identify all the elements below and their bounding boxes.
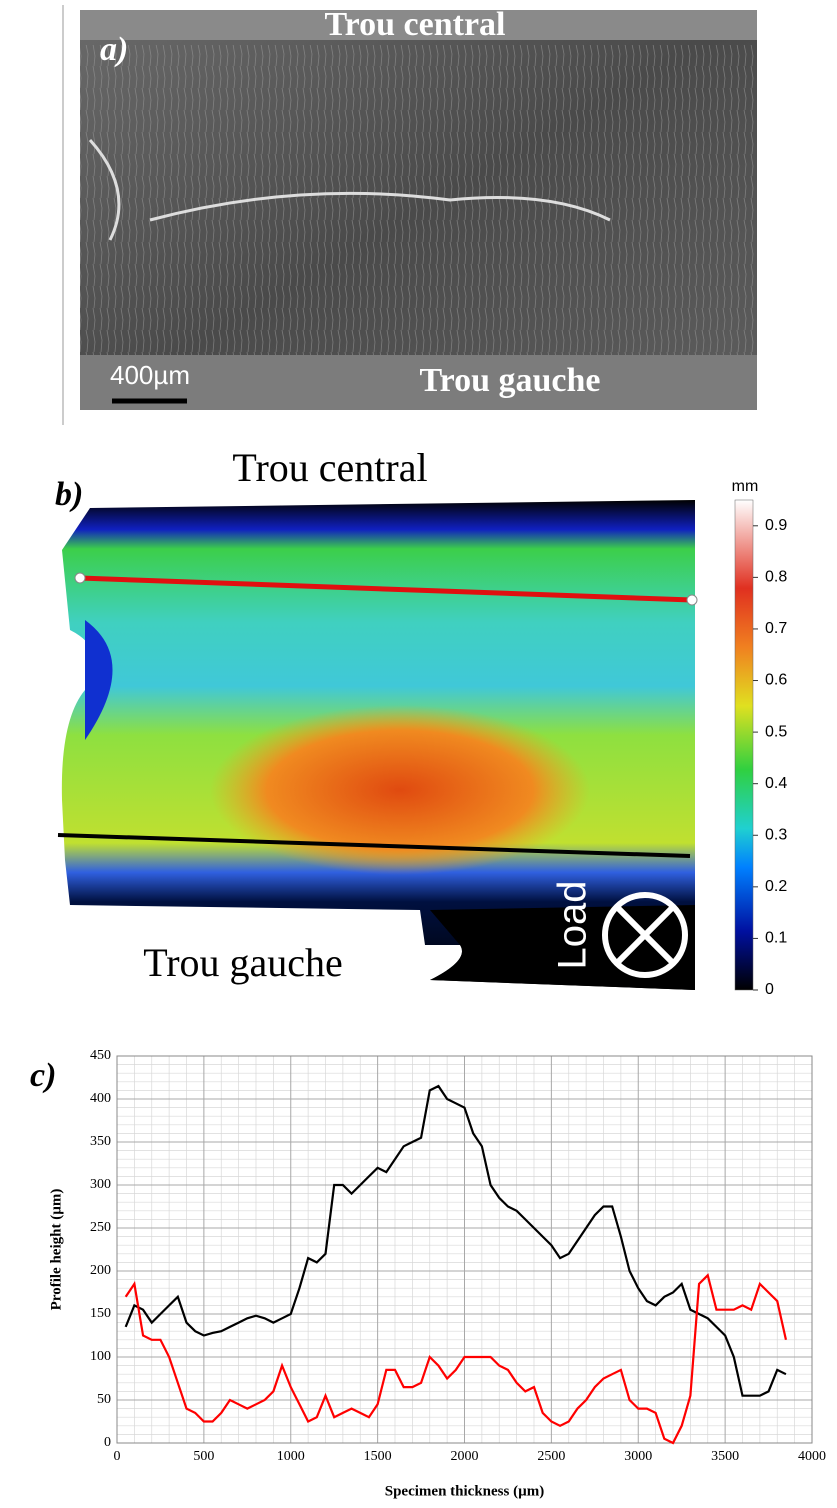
panel-label: b) [55, 476, 83, 513]
y-tick-label: 0 [104, 1435, 111, 1450]
x-tick-label: 0 [114, 1449, 121, 1464]
endpoint [686, 594, 698, 606]
x-tick-label: 2500 [537, 1449, 565, 1464]
hole-edge [80, 10, 757, 40]
data-line [124, 1084, 787, 1397]
top-label: Trou central [232, 445, 427, 490]
load-symbol [602, 892, 688, 978]
y-axis-title: Profile height (µm) [48, 1189, 64, 1311]
y-tick-label: 150 [90, 1306, 111, 1321]
x-axis-title: Specimen thickness (µm) [385, 1483, 544, 1499]
colorbar-tick-label: 0 [765, 981, 774, 998]
colorbar-tick-label: 0.4 [765, 775, 787, 792]
colorbar-tick-label: 0.9 [765, 517, 787, 534]
scale-bar-label: 400µm [110, 360, 190, 390]
profile-line-red [79, 575, 693, 603]
hole-edge [80, 355, 757, 410]
load-symbol [614, 904, 676, 966]
x-tick-label: 2000 [451, 1449, 479, 1464]
colorbar-tick-label: 0.3 [765, 826, 787, 843]
data-line [124, 1273, 788, 1445]
sem-texture [80, 45, 757, 355]
high-region [210, 705, 590, 875]
x-tick-label: 500 [193, 1449, 214, 1464]
profile-line-black [57, 833, 691, 858]
endpoint [74, 572, 86, 584]
x-tick-label: 1000 [277, 1449, 305, 1464]
colorbar-tick-label: 0.1 [765, 930, 787, 947]
colorbar-tick-label: 0.5 [765, 723, 787, 740]
panel-label: c) [30, 1057, 56, 1094]
y-tick-label: 350 [90, 1134, 111, 1149]
colorbar-tick-label: 0.8 [765, 569, 787, 586]
y-tick-label: 100 [90, 1349, 111, 1364]
bottom-label: Trou gauche [143, 940, 343, 985]
x-tick-label: 3000 [624, 1449, 652, 1464]
plot-frame [116, 1055, 813, 1444]
sem-feature [88, 138, 611, 241]
panel-label: a) [100, 31, 128, 68]
x-tick-label: 3500 [711, 1449, 739, 1464]
top-label: Trou central [325, 6, 506, 43]
y-tick-label: 50 [97, 1392, 111, 1407]
colorbar-tick-label: 0.2 [765, 878, 787, 895]
colorbar-unit: mm [732, 478, 759, 495]
y-tick-label: 450 [90, 1048, 111, 1063]
hole-region [85, 620, 113, 740]
y-tick-label: 200 [90, 1263, 111, 1278]
load-label: Load [551, 881, 595, 970]
x-tick-label: 4000 [798, 1449, 826, 1464]
colorbar-tick-label: 0.6 [765, 672, 787, 689]
colorbar-tick-label: 0.7 [765, 620, 787, 637]
colorbar [734, 499, 754, 991]
x-tick-label: 1500 [364, 1449, 392, 1464]
y-tick-label: 400 [90, 1091, 111, 1106]
bottom-label: Trou gauche [419, 362, 600, 399]
y-tick-label: 300 [90, 1177, 111, 1192]
y-tick-label: 250 [90, 1220, 111, 1235]
